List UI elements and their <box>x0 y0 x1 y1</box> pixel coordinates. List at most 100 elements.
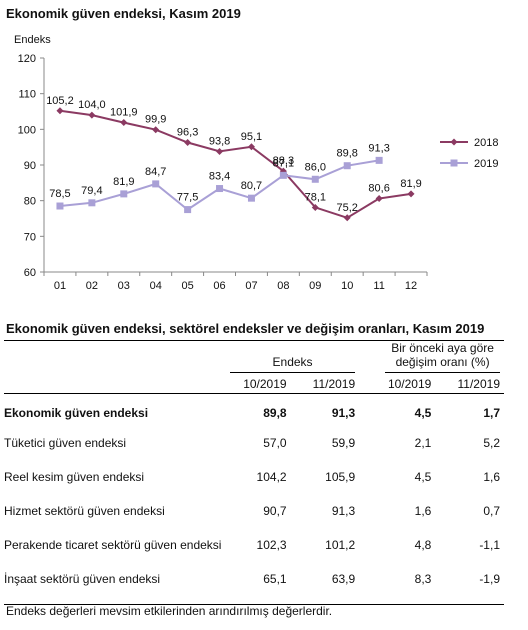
y-tick-label: 80 <box>24 196 36 208</box>
row-value: 2,1 <box>414 435 432 450</box>
data-label-2018: 78,1 <box>305 191 326 203</box>
row-value: 8,3 <box>414 571 432 586</box>
data-point-2018 <box>152 126 160 134</box>
table-row: Hizmet sektörü güven endeksi 90,7 91,3 1,6 0… <box>4 494 504 528</box>
data-point-2018 <box>216 147 224 155</box>
data-label-2019: 81,9 <box>113 176 134 188</box>
data-point-2019 <box>216 185 224 193</box>
data-point-2019 <box>311 175 319 183</box>
y-tick-label: 70 <box>24 231 36 243</box>
y-tick-label: 60 <box>24 267 36 279</box>
data-point-2019 <box>375 156 383 164</box>
data-label-2018: 81,9 <box>400 178 421 190</box>
legend-label-2019: 2019 <box>474 158 498 170</box>
col-header: 11/2019 <box>312 376 356 391</box>
row-value: 91,3 <box>331 405 356 420</box>
table-column-header: 10/2019 11/2019 10/2019 11/2019 <box>4 375 504 393</box>
line-chart: Endeks 60 70 80 90 100 110 120 01 02 03 04 05 06 07 08 0… <box>14 34 498 292</box>
data-point-2019 <box>279 171 287 179</box>
chart-title: Ekonomik güven endeksi, Kasım 2019 <box>6 6 241 21</box>
data-label-2019: 91,3 <box>368 142 389 154</box>
row-label: Tüketici güven endeksi <box>4 435 127 450</box>
x-tick-label: 05 <box>182 280 194 292</box>
legend-marker-2019 <box>450 159 458 167</box>
x-tick-label: 07 <box>245 280 257 292</box>
x-tick-label: 03 <box>118 280 130 292</box>
row-value: 1,6 <box>414 503 432 518</box>
x-tick-label: 02 <box>86 280 98 292</box>
row-value: 105,9 <box>325 469 356 484</box>
data-label-2019: 80,7 <box>241 180 262 192</box>
data-label-2018: 88,3 <box>273 155 294 167</box>
series-line-2018 <box>59 109 412 219</box>
table-row: Tüketici güven endeksi 57,0 59,9 2,1 5,2 <box>4 426 504 460</box>
y-axis-label: Endeks <box>14 34 51 46</box>
y-tick-label: 90 <box>24 160 36 172</box>
data-label-2018: 101,9 <box>110 107 138 119</box>
data-point-2018 <box>375 195 383 203</box>
y-tick-label: 120 <box>18 53 36 65</box>
row-label: Ekonomik güven endeksi <box>4 405 149 420</box>
row-value: 63,9 <box>331 571 356 586</box>
group-header-change-line1: Bir önceki aya göre <box>391 341 494 355</box>
row-value: -1,9 <box>479 571 500 586</box>
data-label-2018: 99,9 <box>145 114 166 126</box>
y-tick-label: 100 <box>18 124 36 136</box>
data-point-2019 <box>247 194 255 202</box>
row-value: 57,0 <box>263 435 287 450</box>
row-label: İnşaat sektörü güven endeksi <box>4 571 161 586</box>
y-tick-label: 110 <box>18 89 36 101</box>
data-point-2018 <box>184 139 192 147</box>
data-label-2019: 77,5 <box>177 192 198 204</box>
data-label-2018: 75,2 <box>336 202 357 214</box>
row-value: -1,1 <box>479 537 500 552</box>
data-point-2018 <box>120 119 128 127</box>
data-point-2019 <box>184 206 192 214</box>
data-point-2018 <box>343 214 351 222</box>
x-tick-label: 06 <box>213 280 225 292</box>
data-label-2018: 105,2 <box>46 95 74 107</box>
data-point-2019 <box>343 162 351 170</box>
col-header: 10/2019 <box>387 376 432 391</box>
x-tick-label: 09 <box>309 280 321 292</box>
group-header-index: Endeks <box>229 355 356 373</box>
data-point-2019 <box>56 202 64 210</box>
data-point-2019 <box>88 199 96 207</box>
row-value: 102,3 <box>256 537 287 552</box>
row-label: Hizmet sektörü güven endeksi <box>4 503 165 518</box>
data-point-2018 <box>311 203 319 211</box>
data-label-2018: 80,6 <box>368 183 389 195</box>
data-label-2019: 89,8 <box>336 148 357 160</box>
row-value: 91,3 <box>331 503 356 518</box>
data-label-2019: 83,4 <box>209 171 230 183</box>
data-point-2018 <box>247 143 255 151</box>
row-value: 4,8 <box>414 537 432 552</box>
row-value: 89,8 <box>263 405 287 420</box>
x-tick-label: 10 <box>341 280 353 292</box>
x-tick-label: 08 <box>277 280 289 292</box>
row-value: 1,7 <box>483 405 500 420</box>
table-row: Reel kesim güven endeksi 104,2 105,9 4,5 1,6 <box>4 460 504 494</box>
data-label-2018: 95,1 <box>241 131 262 143</box>
table-row: İnşaat sektörü güven endeksi 65,1 63,9 8,3 -… <box>4 562 504 596</box>
data-point-2018 <box>407 190 415 198</box>
row-value: 4,5 <box>414 469 432 484</box>
data-label-2018: 93,8 <box>209 135 230 147</box>
data-label-2019: 84,7 <box>145 166 166 178</box>
x-tick-label: 04 <box>150 280 162 292</box>
row-value: 0,7 <box>483 503 500 518</box>
series-line-2019 <box>59 159 380 211</box>
table-title: Ekonomik güven endeksi, sektörel endeksl… <box>6 321 485 336</box>
row-value: 5,2 <box>483 435 500 450</box>
legend-label-2018: 2018 <box>474 137 498 149</box>
data-label-2019: 78,5 <box>49 188 70 200</box>
row-value: 65,1 <box>263 571 287 586</box>
data-point-2019 <box>120 190 128 198</box>
group-header-change-line2: değişim oranı (%) <box>395 355 490 369</box>
table-group-header: Endeks Bir önceki aya göre değişim oranı… <box>4 340 504 376</box>
data-point-2018 <box>88 111 96 119</box>
col-header: 10/2019 <box>243 376 287 391</box>
data-label-2019: 79,4 <box>81 185 102 197</box>
data-label-2018: 104,0 <box>78 99 106 111</box>
legend-marker-2018 <box>450 138 458 146</box>
